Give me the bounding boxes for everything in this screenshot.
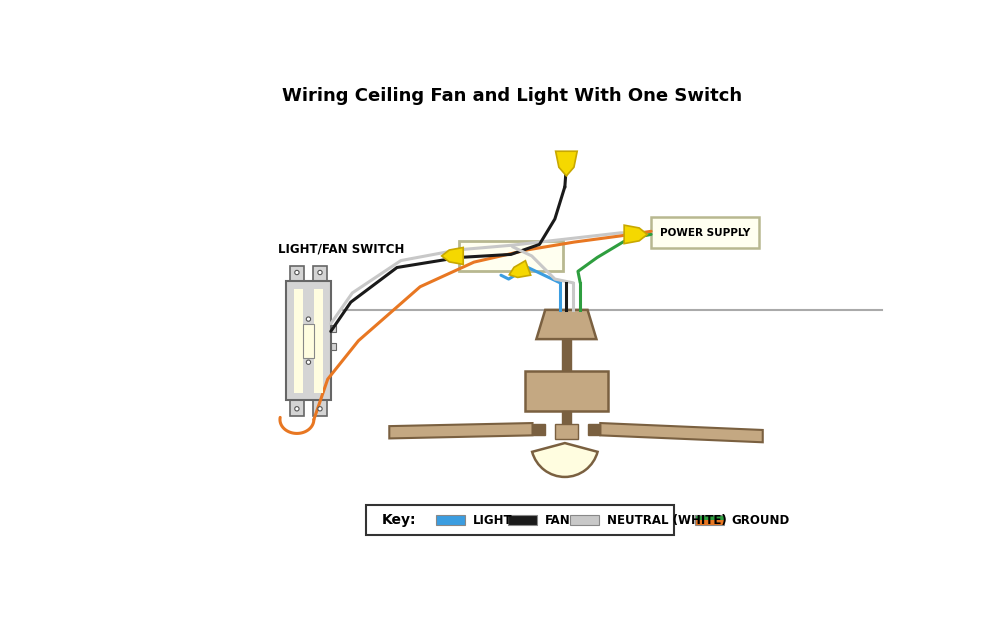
Polygon shape bbox=[600, 423, 763, 442]
Bar bbox=[303, 324, 314, 357]
Bar bbox=[290, 399, 304, 416]
Circle shape bbox=[295, 271, 299, 274]
Bar bbox=[533, 424, 545, 434]
Circle shape bbox=[318, 407, 322, 411]
Bar bbox=[331, 325, 336, 332]
Text: POWER SUPPLY: POWER SUPPLY bbox=[660, 228, 750, 238]
Bar bbox=[294, 289, 303, 392]
Bar bbox=[588, 424, 600, 434]
Bar bbox=[314, 289, 323, 392]
Bar bbox=[570, 514, 599, 526]
Text: LIGHT/FAN SWITCH: LIGHT/FAN SWITCH bbox=[278, 242, 405, 255]
Wedge shape bbox=[532, 443, 598, 477]
Bar bbox=[313, 399, 327, 416]
Circle shape bbox=[306, 360, 311, 364]
Bar bbox=[525, 371, 608, 411]
Bar bbox=[508, 514, 537, 526]
Bar bbox=[313, 266, 327, 282]
Bar bbox=[436, 514, 465, 526]
Bar bbox=[695, 514, 724, 526]
Text: FAN: FAN bbox=[545, 514, 571, 526]
Polygon shape bbox=[556, 151, 577, 176]
Text: GROUND: GROUND bbox=[731, 514, 790, 526]
Bar bbox=[331, 343, 336, 350]
Bar bbox=[290, 266, 304, 282]
Text: LIGHT: LIGHT bbox=[472, 514, 512, 526]
Bar bbox=[555, 424, 578, 439]
Circle shape bbox=[295, 407, 299, 411]
Text: Wiring Ceiling Fan and Light With One Switch: Wiring Ceiling Fan and Light With One Sw… bbox=[282, 86, 743, 104]
Bar bbox=[286, 281, 331, 401]
Polygon shape bbox=[536, 310, 596, 339]
Bar bbox=[459, 241, 563, 271]
Bar bbox=[695, 514, 724, 520]
Bar bbox=[651, 217, 759, 248]
Bar bbox=[695, 520, 724, 526]
Polygon shape bbox=[389, 423, 533, 439]
Bar bbox=[366, 504, 674, 536]
Text: Key:: Key: bbox=[382, 513, 416, 527]
Bar bbox=[562, 411, 571, 424]
Circle shape bbox=[318, 271, 322, 274]
Circle shape bbox=[306, 317, 311, 321]
Polygon shape bbox=[624, 225, 647, 244]
Text: NEUTRAL (WHITE): NEUTRAL (WHITE) bbox=[607, 514, 726, 526]
Polygon shape bbox=[442, 248, 463, 264]
Polygon shape bbox=[509, 261, 531, 278]
Bar bbox=[562, 339, 571, 371]
